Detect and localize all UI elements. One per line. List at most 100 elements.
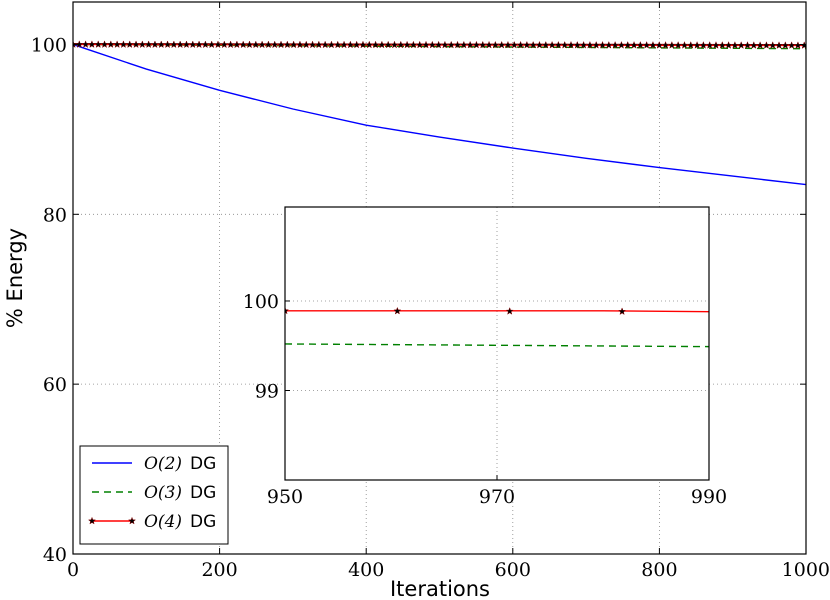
inset-series-4-star-marker	[393, 306, 402, 315]
series-4-star-marker	[270, 40, 279, 49]
series-4-star-marker	[220, 40, 229, 49]
series-4-star-marker	[100, 40, 109, 49]
legend-label-math: O(4)	[144, 512, 182, 532]
series-4-star-marker	[119, 40, 128, 49]
series-2-line	[73, 43, 806, 186]
y-tick-label: 60	[43, 374, 67, 396]
series-4-star-marker	[163, 40, 172, 49]
x-tick-label: 1000	[782, 559, 830, 581]
series-4-star-marker	[674, 40, 683, 49]
inset-x-tick-label: 950	[267, 486, 303, 508]
series-4-star-marker	[749, 41, 758, 49]
x-tick-label: 400	[348, 559, 384, 581]
series-4-star-marker	[81, 40, 90, 48]
main-plot-frame	[72, 1, 807, 555]
x-tick-label: 200	[201, 559, 237, 581]
legend-label-math: O(2)	[144, 454, 182, 474]
series-4-star-marker	[226, 40, 235, 49]
x-tick-label: 0	[67, 559, 79, 581]
legend-star-marker	[87, 516, 97, 525]
inset-grid	[285, 207, 709, 480]
series-4-star-marker	[774, 41, 784, 49]
main-series	[73, 40, 806, 186]
inset-series-4-star-marker	[285, 306, 290, 315]
series-4-star-marker	[302, 40, 311, 49]
series-4-star-marker	[295, 40, 305, 49]
legend: O(2) DG O(3) DG O(4) DG	[79, 445, 229, 545]
series-4-star-marker	[138, 40, 147, 49]
series-4-star-marker	[194, 40, 204, 49]
series-4-star-marker	[793, 41, 803, 49]
series-4-star-marker	[314, 40, 323, 49]
y-axis-title: % Energy	[3, 228, 27, 328]
inset-series	[285, 306, 709, 348]
series-4-star-marker	[390, 40, 399, 49]
series-4-star-marker	[768, 41, 777, 49]
series-4-star-marker	[201, 40, 210, 49]
series-4-star-marker	[705, 41, 714, 49]
series-4-star-marker	[308, 40, 317, 49]
series-4-star-marker	[711, 41, 721, 49]
series-4-star-marker	[157, 40, 166, 49]
series-4-star-marker	[743, 41, 752, 49]
series-4-star-marker	[718, 41, 727, 49]
series-4-star-marker	[686, 40, 695, 49]
series-4-star-marker	[213, 40, 223, 49]
main-ticks: 0 200 400 600 800 1000 40 60 80 100	[31, 2, 830, 581]
series-4-star-marker	[113, 40, 122, 49]
series-4-star-marker	[781, 41, 790, 49]
legend-label-suffix: DG	[190, 483, 216, 503]
series-4-star-marker	[106, 40, 115, 49]
legend-label-suffix: DG	[190, 512, 216, 532]
series-4-star-marker	[264, 40, 273, 49]
series-4-star-marker	[762, 41, 771, 49]
inset-y-tick-label: 100	[243, 291, 279, 313]
series-4-star-marker	[321, 40, 330, 49]
series-4-star-marker	[207, 40, 216, 49]
series-4-star-marker	[144, 40, 153, 49]
inset-series-3-line	[285, 343, 709, 348]
inset-ticks: 950 970 990 99 100	[243, 291, 727, 508]
series-4-star-marker	[94, 40, 103, 48]
series-4-star-marker	[327, 40, 336, 49]
y-tick-label: 40	[43, 544, 67, 566]
series-4-star-marker	[258, 40, 267, 49]
inset-x-tick-label: 990	[691, 486, 727, 508]
series-4-star-marker	[692, 41, 702, 49]
series-4-star-marker	[169, 40, 178, 49]
series-4-star-marker	[787, 41, 796, 49]
series-4-star-marker	[125, 40, 134, 49]
inset-series-4-line	[285, 310, 709, 313]
y-tick-label: 100	[31, 34, 67, 56]
legend-label-suffix: DG	[190, 454, 216, 474]
inset-series-4-star-marker	[505, 306, 514, 315]
series-4-star-marker	[232, 40, 242, 49]
inset-y-tick-label: 99	[255, 380, 279, 402]
series-4-star-marker	[131, 40, 141, 49]
y-tick-label: 80	[43, 204, 67, 226]
series-4-star-marker	[352, 40, 361, 49]
x-tick-label: 800	[641, 559, 677, 581]
series-4-star-marker	[800, 41, 806, 49]
series-4-star-marker	[289, 40, 298, 49]
inset-x-tick-label: 970	[479, 486, 515, 508]
x-tick-label: 600	[495, 559, 531, 581]
series-4-star-marker	[283, 40, 292, 49]
series-4-star-marker	[245, 40, 254, 49]
series-4-star-marker	[251, 40, 260, 49]
inset-series-4-star-marker	[617, 307, 627, 316]
series-4-star-marker	[276, 40, 286, 49]
legend-label-math: O(3)	[144, 483, 182, 503]
series-4-star-marker	[188, 40, 197, 49]
legend-star-marker	[127, 516, 137, 525]
series-4-star-marker	[680, 40, 689, 49]
series-4-star-marker	[756, 41, 765, 49]
series-4-star-marker	[150, 40, 160, 49]
series-4-star-marker	[730, 41, 740, 49]
series-4-star-marker	[737, 41, 746, 49]
series-4-star-marker	[724, 41, 733, 49]
series-4-star-marker	[239, 40, 248, 49]
series-4-star-marker	[87, 40, 97, 48]
series-4-star-marker	[339, 40, 349, 49]
